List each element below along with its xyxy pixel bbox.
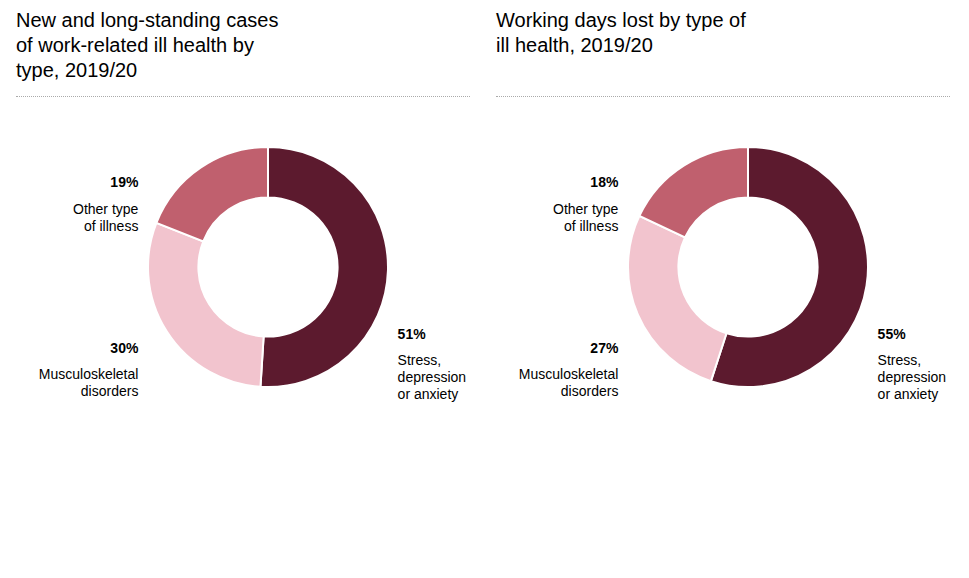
svg-text:30%: 30%	[110, 340, 139, 356]
svg-text:Other typeof illness: Other typeof illness	[73, 201, 139, 234]
svg-text:Musculoskeletaldisorders: Musculoskeletaldisorders	[39, 366, 139, 399]
svg-text:51%: 51%	[398, 326, 427, 342]
svg-text:55%: 55%	[878, 326, 907, 342]
svg-text:18%: 18%	[590, 174, 619, 190]
svg-text:Other typeof illness: Other typeof illness	[553, 201, 619, 234]
svg-text:27%: 27%	[590, 340, 619, 356]
svg-text:Musculoskeletaldisorders: Musculoskeletaldisorders	[519, 366, 619, 399]
svg-text:19%: 19%	[110, 174, 139, 190]
svg-text:Stress,depressionor anxiety: Stress,depressionor anxiety	[878, 352, 947, 402]
html-text:New and long-standing cases of: New and long-standing cases of work-rela…	[16, 9, 279, 81]
html-text:Working days lost by type of i: Working days lost by type of ill health,…	[496, 9, 746, 56]
svg-text:Stress,depressionor anxiety: Stress,depressionor anxiety	[398, 352, 467, 402]
